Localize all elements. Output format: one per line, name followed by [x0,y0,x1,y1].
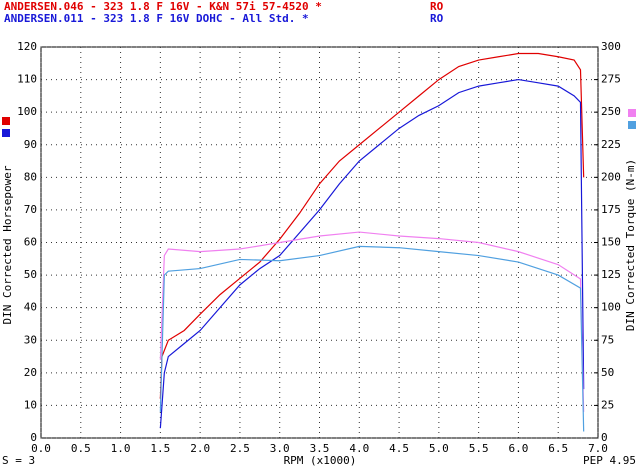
y-tick-label: 10 [24,398,37,411]
y2-tick-label: 50 [601,366,614,379]
y-axis-title: DIN Corrected Horsepower [1,165,14,324]
y-tick-label: 80 [24,170,37,183]
x-tick-label: 0.0 [31,442,51,455]
y2-tick-label: 275 [601,73,621,86]
y-tick-label: 90 [24,138,37,151]
y2-tick-label: 250 [601,105,621,118]
legend-swatch [628,121,636,129]
y2-tick-label: 150 [601,236,621,249]
x-tick-label: 1.0 [111,442,131,455]
footer-left: S = 3 [2,454,35,467]
x-tick-label: 5.5 [469,442,489,455]
series-line [159,78,585,429]
y2-tick-label: 75 [601,333,614,346]
x-axis-title: RPM (x1000) [284,454,357,467]
x-tick-label: 3.0 [270,442,290,455]
x-tick-label: 2.5 [230,442,250,455]
x-tick-label: 3.5 [310,442,330,455]
x-tick-label: 5.0 [429,442,449,455]
y2-tick-label: 200 [601,170,621,183]
legend-swatch [2,129,10,137]
x-tick-label: 6.0 [508,442,528,455]
y2-tick-label: 175 [601,203,621,216]
legend-swatch [2,117,10,125]
header-tag: RO [430,12,444,25]
footer-right: PEP 4.95 [583,454,636,467]
x-tick-label: 6.5 [548,442,568,455]
y-tick-label: 20 [24,366,37,379]
y2-tick-label: 225 [601,138,621,151]
x-tick-label: 7.0 [588,442,608,455]
y-tick-label: 70 [24,203,37,216]
y-tick-label: 110 [17,73,37,86]
y2-tick-label: 25 [601,398,614,411]
y-tick-label: 120 [17,40,37,53]
header-tag: RO [430,0,444,13]
y-tick-label: 0 [30,431,37,444]
series-line [159,245,585,432]
y-tick-label: 50 [24,268,37,281]
header-text: ANDERSEN.011 - 323 1.8 F 16V DOHC - All … [4,12,309,25]
x-tick-label: 4.0 [349,442,369,455]
y-tick-label: 30 [24,333,37,346]
x-tick-label: 4.5 [389,442,409,455]
y2-tick-label: 300 [601,40,621,53]
y-tick-label: 40 [24,301,37,314]
y2-axis-title: DIN Corrected Torque (N-m) [624,159,637,331]
x-tick-label: 0.5 [71,442,91,455]
y2-tick-label: 100 [601,301,621,314]
x-tick-label: 1.5 [150,442,170,455]
y2-tick-label: 125 [601,268,621,281]
x-tick-label: 2.0 [190,442,210,455]
y2-tick-label: 0 [601,431,608,444]
y-tick-label: 60 [24,236,37,249]
y-tick-label: 100 [17,105,37,118]
legend-swatch [628,109,636,117]
header-text: ANDERSEN.046 - 323 1.8 F 16V - K&N 57i 5… [4,0,322,13]
series-line [159,52,585,399]
series-line [159,231,585,412]
